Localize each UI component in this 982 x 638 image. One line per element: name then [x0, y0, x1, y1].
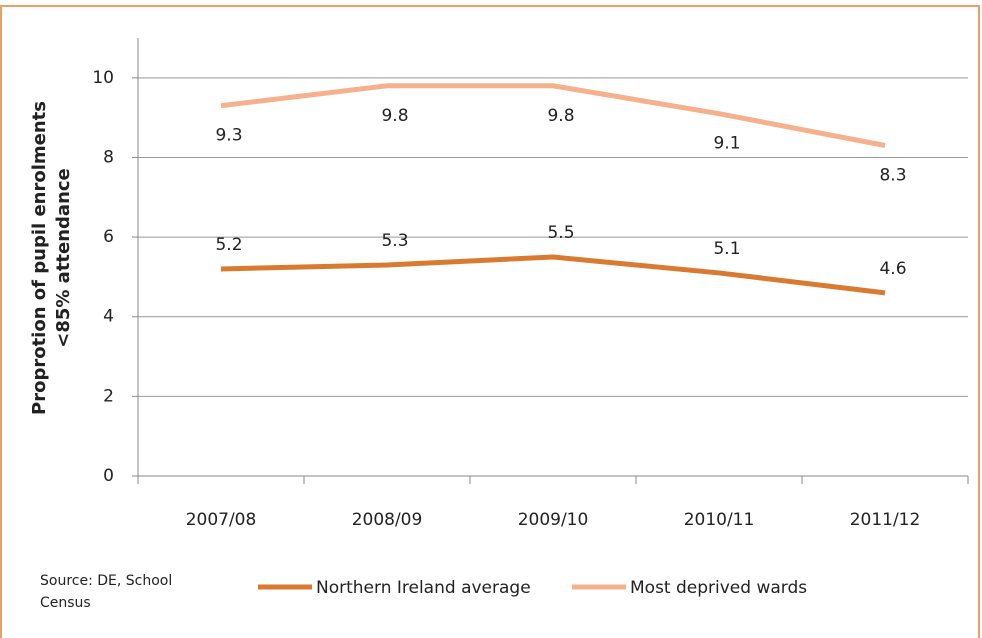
- data-label: 5.1: [713, 239, 740, 259]
- data-label: 9.8: [547, 106, 574, 126]
- y-axis-label: Proprotion of pupil enrolments: [29, 101, 50, 415]
- data-label: 9.3: [215, 126, 242, 146]
- x-tick-label: 2007/08: [186, 510, 257, 530]
- series-line: [220, 254, 886, 296]
- data-label: 4.6: [879, 259, 906, 279]
- data-label: 5.2: [215, 235, 242, 255]
- series-line: [220, 83, 886, 148]
- data-label: 9.8: [381, 106, 408, 126]
- frame: [0, 5, 980, 638]
- y-tick-label: 0: [103, 466, 114, 486]
- legend-label: Most deprived wards: [630, 578, 807, 598]
- data-label: 5.3: [381, 231, 408, 251]
- y-tick-label: 4: [103, 307, 114, 327]
- data-label: 5.5: [547, 223, 574, 243]
- y-tick-label: 2: [103, 386, 114, 406]
- data-label: 9.1: [713, 134, 740, 154]
- data-label: 8.3: [879, 166, 906, 186]
- x-tick-label: 2008/09: [352, 510, 423, 530]
- y-axis-label: <85% attendance: [53, 168, 74, 348]
- x-tick-label: 2011/12: [850, 510, 921, 530]
- x-tick-label: 2009/10: [518, 510, 589, 530]
- y-tick-label: 6: [103, 227, 114, 247]
- legend-label: Northern Ireland average: [316, 578, 531, 598]
- y-tick-label: 10: [92, 68, 114, 88]
- source-note: Source: DE, School Census: [40, 573, 173, 611]
- x-tick-label: 2010/11: [684, 510, 755, 530]
- y-tick-label: 8: [103, 147, 114, 167]
